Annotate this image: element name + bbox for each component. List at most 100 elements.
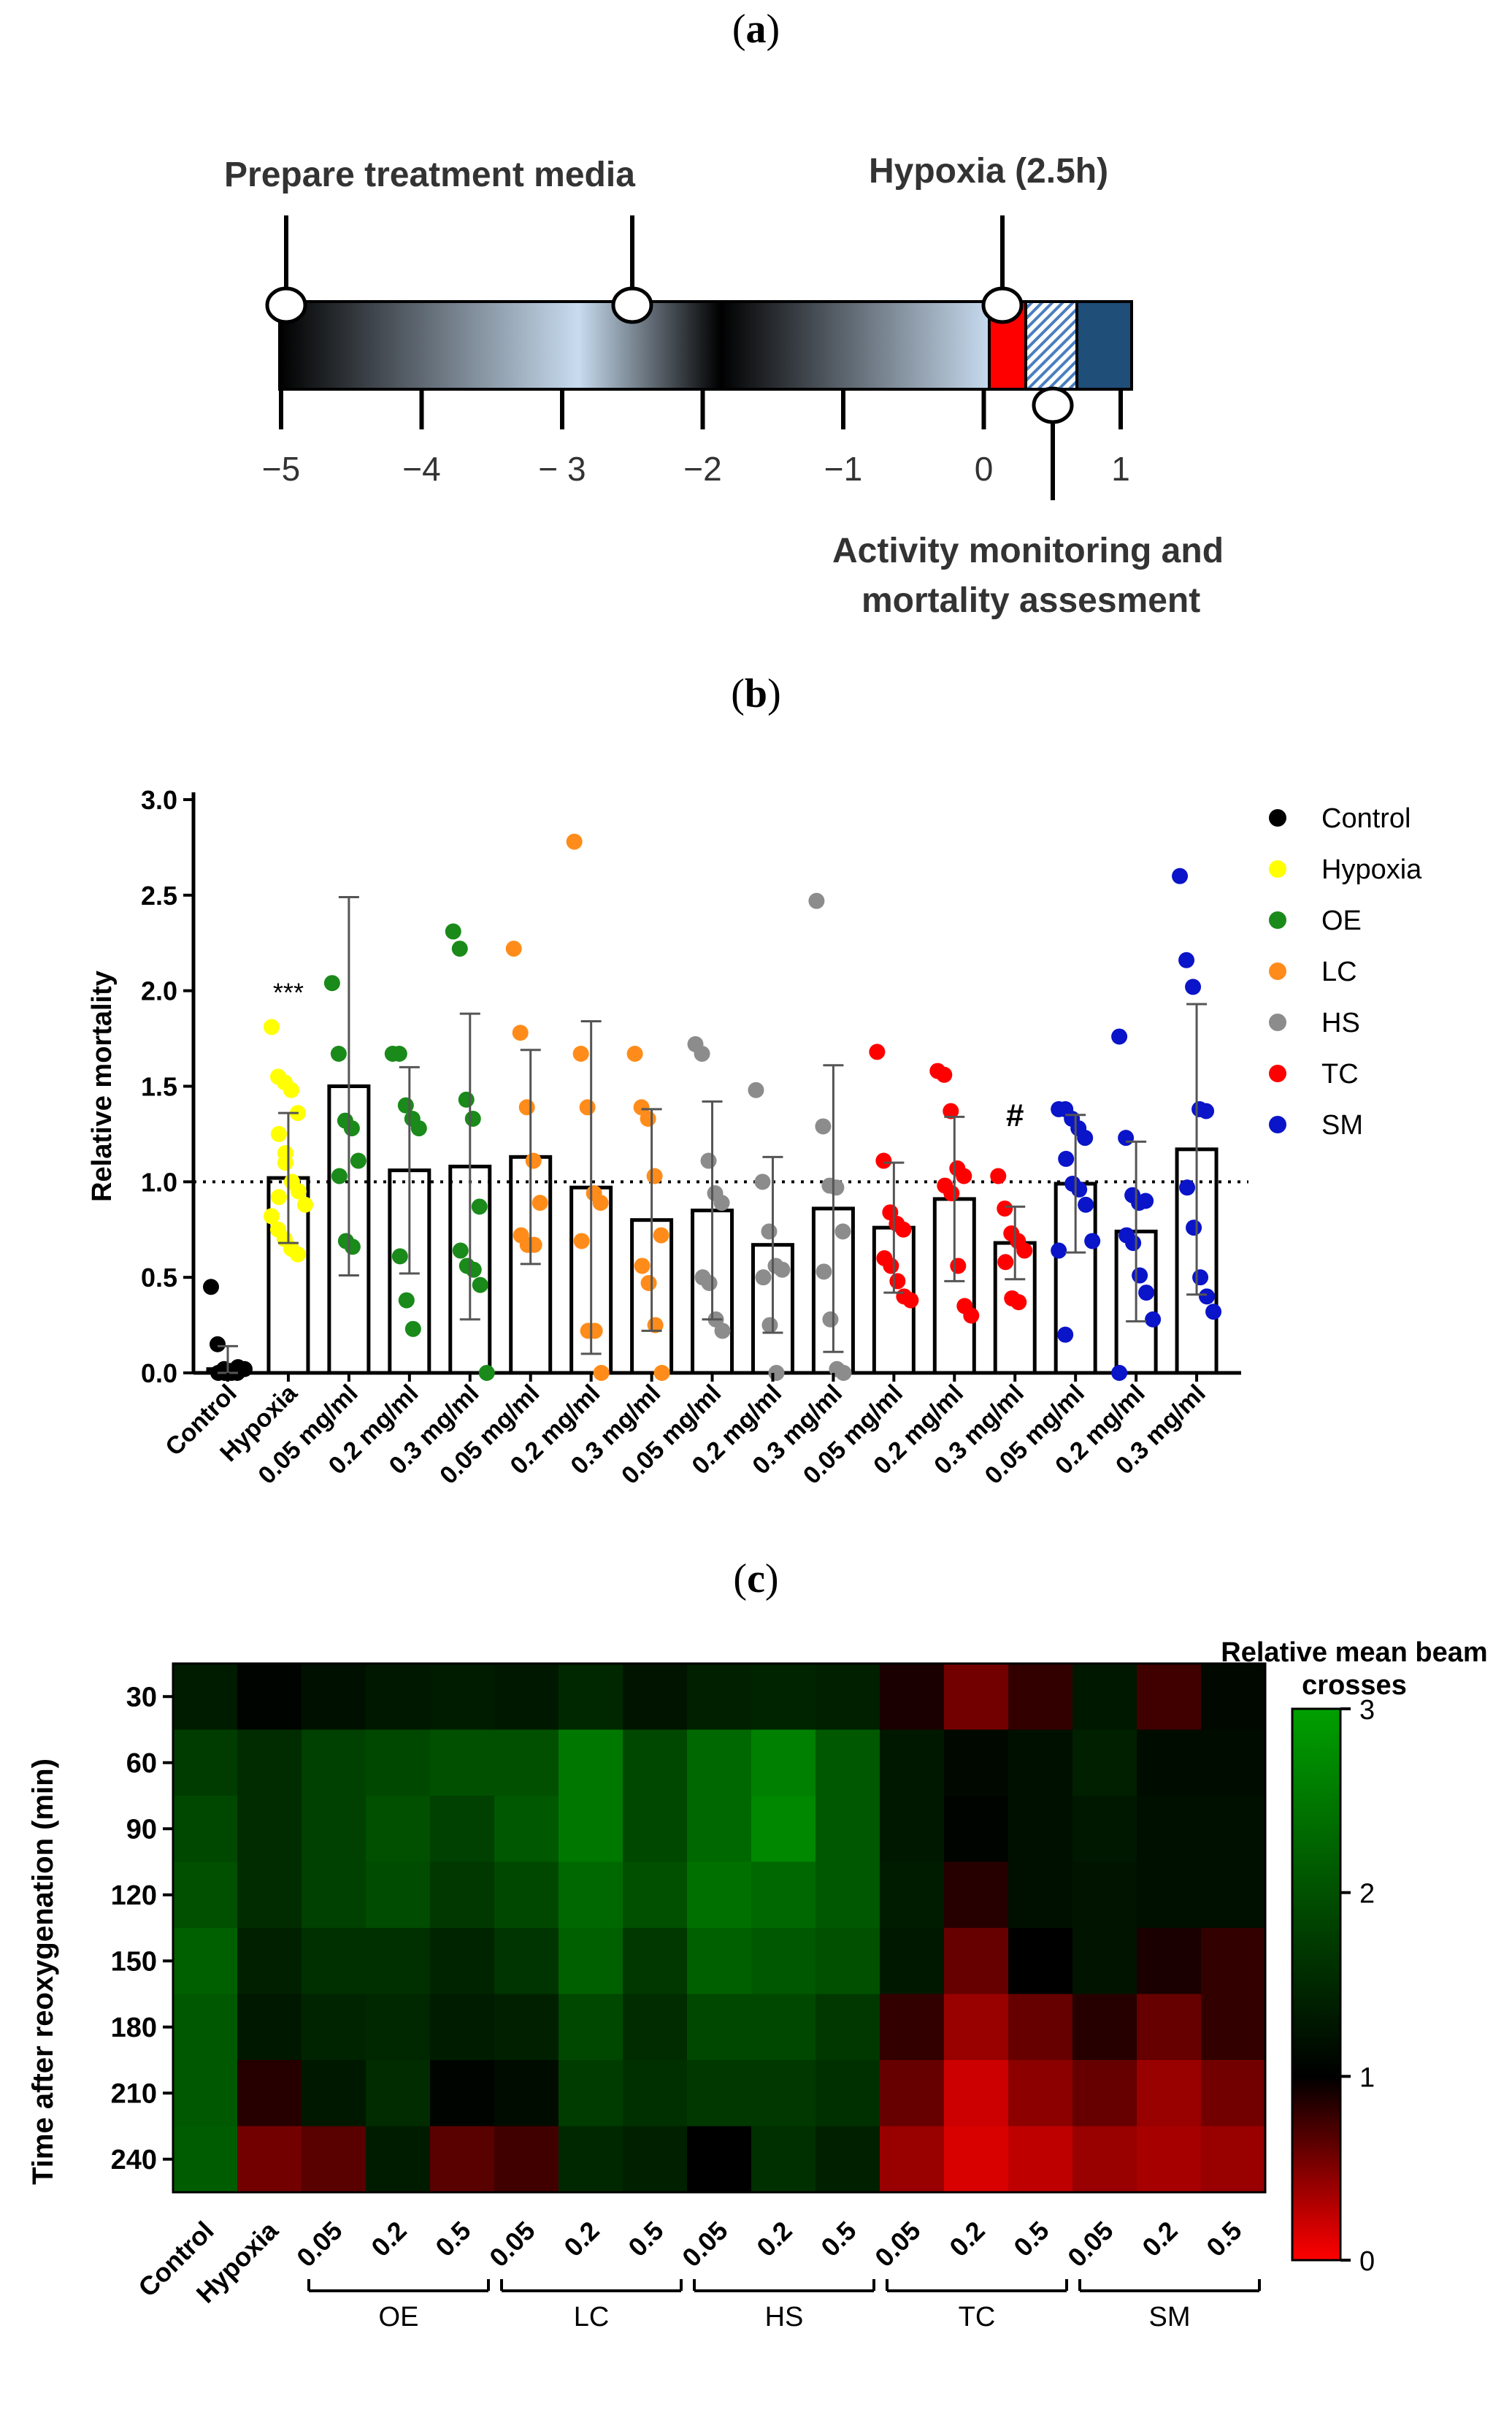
y-axis-label: Relative mortality	[87, 971, 118, 1202]
legend-marker	[1269, 1065, 1286, 1082]
legend-label: TC	[1321, 1059, 1359, 1090]
heatmap-cell	[366, 1664, 431, 1730]
heatmap-cell	[623, 2060, 688, 2127]
data-point	[755, 1269, 772, 1286]
data-point	[748, 1082, 764, 1098]
heatmap-cell	[430, 1664, 495, 1730]
heatmap-cell	[751, 1664, 816, 1730]
heatmap-cell	[559, 1928, 623, 1994]
heatmap-cell	[1201, 1994, 1266, 2061]
data-point	[263, 1019, 280, 1036]
data-point	[350, 1152, 367, 1169]
data-point	[573, 1233, 590, 1249]
heatmap-cell	[944, 1664, 1009, 1730]
data-point	[277, 1145, 293, 1162]
heatmap-cell	[623, 1796, 688, 1862]
heatmap-cell	[237, 2060, 302, 2127]
data-point	[331, 1168, 348, 1184]
heatmap-cell	[687, 2126, 752, 2193]
data-point	[828, 1179, 845, 1196]
heatmap-cell	[880, 1928, 945, 1994]
heatmap-cell	[494, 2126, 559, 2193]
data-point	[505, 941, 522, 957]
data-point	[579, 1099, 596, 1116]
data-point	[1057, 1326, 1074, 1343]
data-point	[451, 941, 468, 957]
data-point	[700, 1152, 717, 1169]
legend-label: HS	[1321, 1008, 1360, 1038]
heatmap-cell	[816, 1729, 880, 1796]
heatmap-cell	[751, 1796, 816, 1862]
heatmap-cell	[880, 1861, 945, 1929]
legend-marker	[1269, 860, 1286, 878]
data-point	[472, 1276, 488, 1293]
data-point	[835, 1365, 852, 1381]
heatmap-cell	[366, 2060, 431, 2127]
data-point	[822, 1311, 839, 1328]
heatmap-cell	[623, 2126, 688, 2193]
colorbar-title-line2: crosses	[1302, 1670, 1407, 1701]
legend-marker	[1269, 1014, 1286, 1031]
legend-marker	[1269, 962, 1286, 980]
data-point	[296, 1196, 313, 1213]
data-point	[875, 1152, 892, 1169]
data-point	[869, 1044, 886, 1060]
group-label: SM	[1149, 2302, 1191, 2332]
data-point	[398, 1292, 415, 1309]
heatmap-cell	[173, 2060, 238, 2127]
data-point	[936, 1066, 953, 1083]
heatmap-cell	[880, 2126, 945, 2193]
heatmap-cell	[1201, 1664, 1266, 1730]
data-point	[1118, 1130, 1135, 1147]
y-tick-label: 3.0	[141, 785, 177, 815]
data-point	[774, 1261, 791, 1278]
row-label: 150	[111, 1946, 157, 1977]
data-point	[1198, 1103, 1215, 1119]
data-point	[1125, 1235, 1142, 1252]
heatmap-cell	[302, 1928, 367, 1994]
legend-marker	[1269, 1116, 1286, 1133]
colorbar-tick-label: 1	[1359, 2062, 1375, 2093]
heatmap-cell	[687, 1664, 752, 1730]
heatmap-cell	[237, 2126, 302, 2193]
data-point	[640, 1275, 657, 1292]
data-point	[593, 1365, 610, 1381]
legend-marker	[1269, 911, 1286, 929]
heatmap-cell	[430, 1994, 495, 2061]
heatmap-cell	[944, 2060, 1009, 2127]
data-point	[1084, 1233, 1101, 1249]
heatmap-cell	[1072, 2126, 1137, 2193]
data-point	[768, 1365, 785, 1381]
data-point	[1186, 1220, 1202, 1236]
heatmap-cell	[880, 1664, 945, 1730]
data-point	[1071, 1181, 1088, 1198]
heatmap-cell	[173, 2126, 238, 2193]
heatmap-cell	[1137, 2060, 1202, 2127]
heatmap-cell	[559, 1994, 623, 2061]
column-label: 0.5	[622, 2216, 669, 2262]
heatmap-cell	[366, 1994, 431, 2061]
heatmap-cell	[1008, 1994, 1073, 2061]
data-point	[754, 1174, 771, 1190]
heatmap-cell	[302, 1664, 367, 1730]
heatmap-cell	[366, 1796, 431, 1862]
data-point	[883, 1258, 899, 1274]
heatmap-cell	[816, 1796, 880, 1862]
heatmap-cell	[1201, 2126, 1266, 2193]
heatmap-y-label: Time after reoxygenation (min)	[27, 1758, 59, 2185]
data-point	[525, 1152, 542, 1169]
data-point	[343, 1120, 360, 1137]
panel-c-label: (c)	[733, 1556, 779, 1601]
heatmap-cell	[302, 1994, 367, 2061]
timeline-tick-label: 0	[975, 450, 994, 488]
column-label: 0.2	[1136, 2216, 1183, 2262]
data-point	[943, 1185, 960, 1202]
timeline-tick-label: −4	[402, 450, 440, 488]
legend-label: LC	[1321, 957, 1357, 987]
data-point	[458, 1091, 475, 1108]
heatmap-cell	[687, 1861, 752, 1929]
heatmap-cell	[173, 1729, 238, 1796]
data-point	[694, 1046, 710, 1063]
heatmap-cell	[173, 1664, 238, 1730]
y-tick-label: 1.5	[141, 1072, 177, 1102]
